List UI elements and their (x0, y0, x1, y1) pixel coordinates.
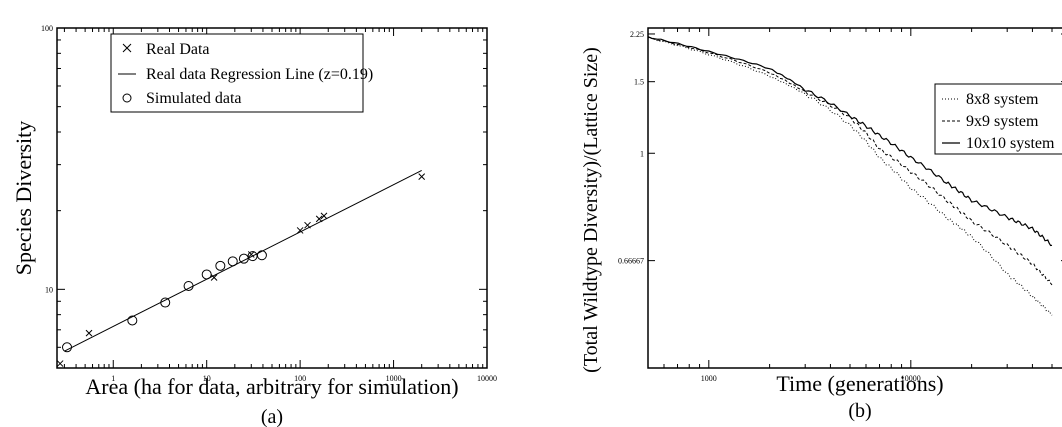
tick-group-a: 1 10 100 1000 10000 10 100 (41, 24, 497, 383)
tick-group-b: 1000 10000 2.25 1.5 1 0.66667 (618, 28, 1062, 383)
legend-a-real-data: Real Data (146, 41, 210, 58)
regression-line (64, 170, 422, 352)
legend-b-9x9: 9x9 system (966, 113, 1039, 130)
simulated-data-point (62, 342, 73, 353)
x-tick-label-b: 1000 (701, 374, 717, 383)
x-tick-label-b: 10000 (901, 374, 921, 383)
simulated-data-point (201, 269, 212, 280)
y-axis-label-a: Species Diversity (11, 121, 36, 276)
x-tick-label-a: 1000 (386, 374, 402, 383)
legend-b-8x8: 8x8 system (966, 91, 1039, 108)
legend-a: Real Data Real data Regression Line (z=0… (110, 33, 373, 113)
legend-frame-a (110, 33, 364, 113)
legend-frame-b (934, 83, 1062, 155)
x-axis-label-b: Time (generations) (776, 371, 943, 396)
caption-a: (a) (261, 406, 283, 427)
simulated-data-point (127, 315, 138, 326)
real-data-point (210, 274, 218, 281)
legend-a-swatch-circle (122, 93, 132, 103)
y-tick-label-a: 100 (41, 24, 53, 33)
points-group-a (56, 173, 426, 367)
legend-a-regression: Real data Regression Line (z=0.19) (146, 66, 373, 83)
series-group-b (647, 36, 1053, 316)
simulated-data-point (160, 297, 171, 308)
real-data-point (296, 227, 304, 234)
y-tick-label-b: 1 (640, 149, 644, 158)
caption-b: (b) (848, 400, 871, 422)
series-line-9x9-system (647, 36, 1053, 286)
legend-b-10x10: 10x10 system (966, 135, 1055, 152)
panel-a: 1 10 100 1000 10000 10 100 Real Data Real data… (11, 24, 497, 427)
panel-b: 1000 10000 2.25 1.5 1 0.66667 8x8 system 9x9 … (580, 27, 1062, 422)
real-data-point (85, 329, 93, 337)
y-tick-label-b: 1.5 (634, 78, 644, 87)
simulated-data-point (215, 260, 226, 271)
real-data-point (418, 173, 426, 180)
real-data-point (315, 215, 323, 223)
series-line-8x8-system (647, 37, 1053, 316)
real-data-point (56, 360, 64, 367)
x-tick-label-a: 100 (294, 374, 306, 383)
x-tick-label-a: 10 (203, 374, 211, 383)
simulated-data-point (183, 280, 194, 291)
x-axis-label-a: Area (ha for data, arbitrary for simulat… (85, 374, 458, 399)
y-axis-label-b: (Total Wildtype Diversity)/(Lattice Size… (580, 47, 602, 373)
x-tick-label-a: 1 (111, 374, 115, 383)
y-tick-label-a: 10 (45, 285, 53, 294)
simulated-data-point (227, 256, 238, 267)
legend-a-swatch-cross (122, 43, 132, 53)
real-data-point (320, 212, 328, 220)
x-tick-label-a: 10000 (477, 374, 497, 383)
plot-frame-b (647, 27, 1062, 369)
real-data-point (304, 221, 311, 229)
y-tick-label-b: 2.25 (630, 30, 644, 39)
legend-a-simulated: Simulated data (146, 90, 242, 107)
series-line-10x10-system (647, 36, 1053, 247)
regression-line-group (64, 170, 422, 352)
legend-b: 8x8 system 9x9 system 10x10 system (934, 83, 1062, 155)
simulated-data-point (256, 250, 267, 261)
y-tick-label-b: 0.66667 (618, 257, 644, 266)
